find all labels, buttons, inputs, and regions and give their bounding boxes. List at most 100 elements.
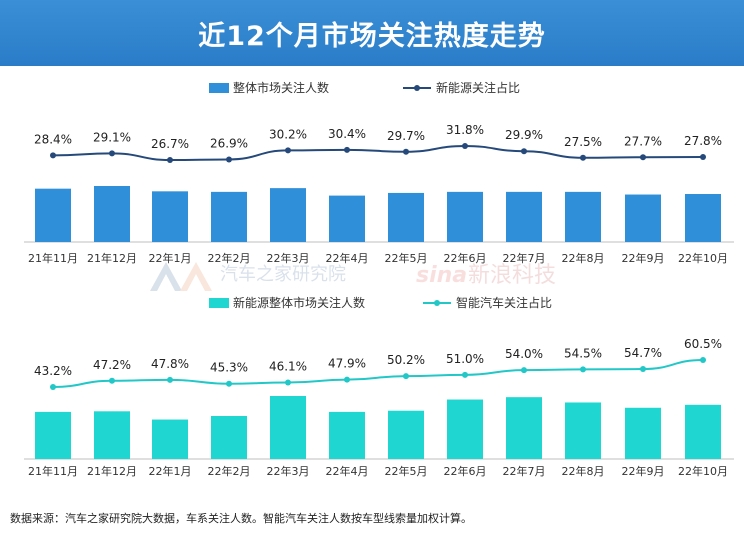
- legend-line-label-bottom: 智能汽车关注占比: [456, 295, 552, 310]
- bar-bottom-5: [329, 411, 365, 459]
- bar-top-11: [685, 194, 721, 242]
- tick-label-top-6: 22年5月: [385, 251, 428, 265]
- tick-label-bottom-9: 22年8月: [562, 464, 605, 478]
- bar-bottom-8: [506, 397, 542, 459]
- title-banner: 近12个月市场关注热度走势: [0, 0, 744, 66]
- line-point-top-2: [167, 157, 173, 163]
- line-point-top-11: [700, 153, 706, 160]
- data-label-bottom-9: 54.5%: [564, 346, 602, 360]
- legend-bar-swatch-top: [209, 83, 229, 93]
- bar-bottom-3: [211, 416, 247, 459]
- tick-label-top-4: 22年3月: [267, 251, 310, 265]
- watermark-sina-logo: sina: [416, 263, 467, 288]
- tick-label-bottom-0: 21年11月: [28, 464, 78, 478]
- tick-label-top-1: 21年12月: [87, 251, 137, 265]
- watermark: 汽车之家研究院 sina 新浪科技: [150, 262, 556, 291]
- tick-label-bottom-11: 22年10月: [678, 464, 728, 478]
- line-point-top-4: [285, 147, 291, 154]
- data-label-bottom-6: 50.2%: [387, 353, 425, 367]
- bar-top-10: [625, 194, 661, 242]
- tick-label-bottom-2: 22年1月: [149, 464, 192, 478]
- tick-label-top-7: 22年6月: [444, 251, 487, 265]
- line-point-top-6: [403, 148, 409, 155]
- data-label-bottom-7: 51.0%: [446, 352, 484, 366]
- data-label-bottom-5: 47.9%: [328, 357, 366, 371]
- tick-label-bottom-8: 22年7月: [503, 464, 546, 478]
- data-label-top-4: 30.2%: [269, 127, 307, 141]
- line-point-top-3: [226, 156, 232, 163]
- bar-top-9: [565, 191, 601, 242]
- line-point-bottom-0: [50, 384, 56, 390]
- data-label-bottom-4: 46.1%: [269, 359, 307, 373]
- data-label-top-6: 29.7%: [387, 129, 425, 143]
- line-point-top-10: [640, 154, 646, 161]
- data-label-bottom-10: 54.7%: [624, 346, 662, 360]
- line-point-top-7: [462, 143, 468, 149]
- line-point-bottom-4: [285, 379, 291, 386]
- legend-bar-label-top: 整体市场关注人数: [233, 80, 329, 95]
- footer-source: 数据来源：汽车之家研究院大数据，车系关注人数。智能汽车关注人数按车型线索量加权计…: [10, 512, 472, 525]
- bar-bottom-0: [35, 411, 71, 459]
- line-point-bottom-2: [167, 376, 173, 383]
- tick-label-top-11: 22年10月: [678, 251, 728, 265]
- chart-top: 28.4% 29.1% 26.7% 26.9% 30.2% 30.4% 29.7% 31.8%…: [24, 123, 734, 265]
- line-point-bottom-10: [640, 366, 646, 373]
- line-point-top-9: [580, 154, 586, 161]
- charts-area: 汽车之家研究院 sina 新浪科技 整体市场关注人数 新能源关注占比 新能源整体…: [24, 80, 734, 478]
- bar-top-7: [447, 191, 483, 242]
- data-label-bottom-2: 47.8%: [151, 357, 189, 371]
- line-point-top-0: [50, 152, 56, 159]
- data-label-top-5: 30.4%: [328, 127, 366, 141]
- tick-label-bottom-5: 22年4月: [326, 464, 369, 478]
- data-label-top-10: 27.7%: [624, 134, 662, 148]
- legend-bar-label-bottom: 新能源整体市场关注人数: [233, 295, 365, 310]
- line-bottom: [52, 359, 704, 388]
- line-point-bottom-6: [403, 373, 409, 380]
- tick-label-top-5: 22年4月: [326, 251, 369, 265]
- line-point-top-8: [521, 148, 527, 155]
- bar-bottom-10: [625, 407, 661, 459]
- bar-top-2: [152, 191, 188, 242]
- data-label-top-11: 27.8%: [684, 134, 722, 148]
- data-label-top-8: 29.9%: [505, 128, 543, 142]
- tick-label-top-10: 22年9月: [622, 251, 665, 265]
- tick-label-bottom-10: 22年9月: [622, 464, 665, 478]
- data-label-top-0: 28.4%: [34, 132, 72, 146]
- legend-line-label-top: 新能源关注占比: [436, 80, 520, 95]
- tick-label-bottom-6: 22年5月: [385, 464, 428, 478]
- tick-label-top-3: 22年2月: [208, 251, 251, 265]
- tick-label-bottom-1: 21年12月: [87, 464, 137, 478]
- legend-line-marker-bottom: [434, 300, 440, 306]
- bar-top-0: [35, 188, 71, 242]
- bar-bottom-6: [388, 410, 424, 459]
- data-label-top-9: 27.5%: [564, 135, 602, 149]
- line-point-bottom-7: [462, 371, 468, 378]
- legend-bar-swatch-bottom: [209, 298, 229, 308]
- bar-top-6: [388, 192, 424, 242]
- top-legend: 整体市场关注人数 新能源关注占比: [209, 80, 520, 95]
- line-point-bottom-8: [521, 367, 527, 374]
- legend-line-marker-top: [414, 85, 420, 91]
- bar-bottom-1: [94, 411, 130, 459]
- chart-bottom: 43.2% 47.2% 47.8% 45.3% 46.1% 47.9% 50.2% 51.0%…: [24, 337, 734, 478]
- bottom-legend: 新能源整体市场关注人数 智能汽车关注占比: [209, 295, 552, 310]
- bar-bottom-9: [565, 402, 601, 459]
- line-point-bottom-1: [109, 377, 115, 384]
- data-label-bottom-11: 60.5%: [684, 337, 722, 351]
- bar-top-4: [270, 188, 306, 242]
- line-point-bottom-9: [580, 366, 586, 373]
- tick-label-bottom-4: 22年3月: [267, 464, 310, 478]
- bar-top-8: [506, 191, 542, 242]
- bar-bottom-11: [685, 404, 721, 459]
- bar-top-5: [329, 195, 365, 242]
- line-point-bottom-11: [700, 357, 706, 363]
- data-label-bottom-0: 43.2%: [34, 364, 72, 378]
- bar-top-1: [94, 186, 130, 242]
- data-label-top-7: 31.8%: [446, 123, 484, 137]
- line-point-bottom-3: [226, 380, 232, 387]
- bar-bottom-4: [270, 396, 306, 459]
- watermark-right-text: 新浪科技: [468, 263, 556, 288]
- data-label-bottom-1: 47.2%: [93, 358, 131, 372]
- bar-top-3: [211, 191, 247, 242]
- bar-bottom-7: [447, 399, 483, 459]
